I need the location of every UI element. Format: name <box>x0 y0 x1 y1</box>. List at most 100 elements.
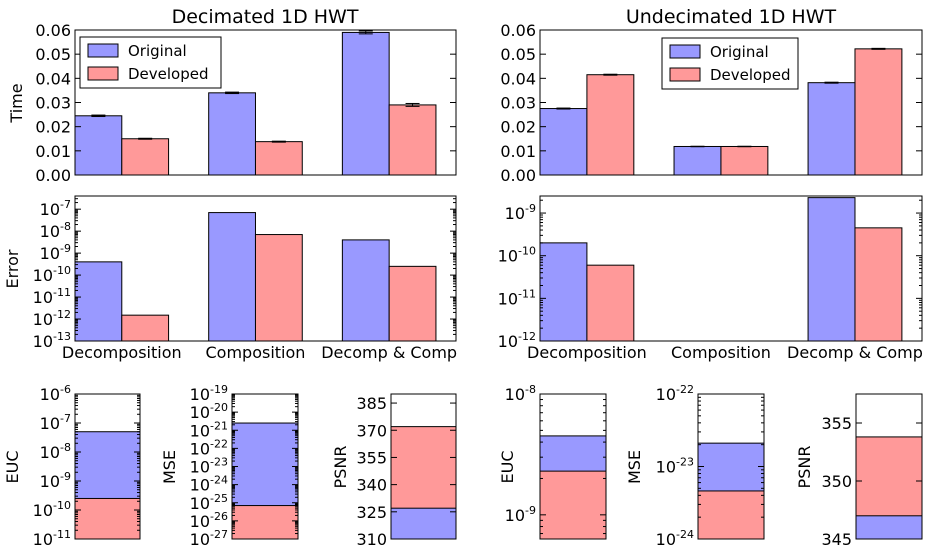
x-tick-label: Decomposition <box>62 343 182 362</box>
bar-original-psnr <box>855 515 923 540</box>
y-tick-label: 10-10 <box>498 245 536 266</box>
panel-undecimated-psnr: PSNR 345 350 355 <box>795 393 923 549</box>
y-tick-label: 10-27 <box>190 528 228 549</box>
y-tick-label: 10-8 <box>40 220 71 241</box>
y-tick-label: 0.05 <box>500 45 536 64</box>
bar-developed-decomposition <box>586 264 635 342</box>
y-tick-label: 10-25 <box>190 492 228 513</box>
chart-title-decimated: Decimated 1D HWT <box>172 6 359 28</box>
ylabel-error: Error <box>3 249 22 288</box>
y-tick-label: 0.01 <box>500 142 536 161</box>
bar-original-decomposition <box>74 115 123 176</box>
bar-developed-decomposition <box>121 314 170 342</box>
bar-developed-decomposition <box>121 138 170 176</box>
bar-original-decomp-comp <box>341 31 390 176</box>
y-tick-label: 0.01 <box>35 142 71 161</box>
y-tick-label: 10-21 <box>190 419 228 440</box>
ylabel-mse: MSE <box>160 450 179 484</box>
y-tick-label: 10-8 <box>40 441 71 462</box>
plot-frame <box>390 393 457 540</box>
ylabel-euc: EUC <box>3 451 22 484</box>
y-tick-label: 10-24 <box>190 474 228 495</box>
y-tick-label: 10-11 <box>33 528 71 549</box>
ylabel-time: Time <box>7 83 26 123</box>
bar-original-decomposition <box>539 108 588 176</box>
plot-frame <box>539 393 607 540</box>
plot-frame <box>855 393 923 540</box>
y-tick-label: 10-20 <box>190 401 228 422</box>
panel-undecimated-euc: EUC 10-9 10-8 <box>498 383 607 540</box>
ylabel-psnr: PSNR <box>795 446 814 489</box>
bar-original-composition <box>208 212 256 342</box>
y-tick-label: 10-7 <box>40 198 71 219</box>
y-tick-label: 325 <box>356 503 387 522</box>
y-tick-label: 10-8 <box>505 383 536 404</box>
legend-swatch-original <box>87 43 119 58</box>
plot-frame <box>74 29 457 176</box>
plot-frame <box>74 393 141 540</box>
y-tick-label: 355 <box>821 414 852 433</box>
bar-developed-decomposition <box>586 74 635 176</box>
bar-developed-decomp-comp <box>854 227 903 342</box>
ylabel-mse: MSE <box>625 450 644 484</box>
y-tick-label: 10-22 <box>656 383 694 404</box>
bar-original-decomposition <box>539 242 588 342</box>
y-tick-label: 10-12 <box>33 308 71 329</box>
y-tick-label: 385 <box>356 394 387 413</box>
legend: Original Developed <box>79 36 222 89</box>
plot-frame <box>74 195 457 342</box>
y-tick-label: 0.06 <box>500 21 536 40</box>
plot-frame <box>697 393 765 540</box>
panel-undecimated-mse: MSE 10-24 10-23 10-22 <box>625 383 765 549</box>
y-tick-label: 10-12 <box>498 330 536 351</box>
y-tick-label: 310 <box>356 530 387 549</box>
ylabel-euc: EUC <box>498 451 517 484</box>
bar-original-decomposition <box>74 261 123 342</box>
legend-label-original: Original <box>128 42 187 60</box>
y-tick-label: 10-23 <box>190 456 228 477</box>
legend-swatch-developed <box>87 66 119 81</box>
x-tick-label: Composition <box>206 343 306 362</box>
panel-undecimated-error: Decomposition Composition Decomp & Comp 10-… <box>498 195 923 362</box>
panel-decimated-mse: MSE 10-2710-2610-2510-2410-2310-2210-211… <box>160 383 299 549</box>
y-tick-label: 10-10 <box>33 264 71 285</box>
x-tick-label: Decomp & Comp <box>787 343 923 362</box>
y-tick-label: 10-9 <box>505 202 536 223</box>
y-tick-label: 10-9 <box>505 504 536 525</box>
y-tick-label: 10-22 <box>190 437 228 458</box>
bar-original-decomp-comp <box>807 82 856 176</box>
bar-developed-mse <box>231 505 299 540</box>
panel-undecimated-time: Undecimated 1D HWT 0.00 0.01 0.02 0.03 0.04 0… <box>500 6 923 185</box>
x-tick-label: Decomposition <box>527 343 647 362</box>
ylabel-psnr: PSNR <box>331 446 350 489</box>
y-tick-label: 10-9 <box>40 242 71 263</box>
legend-label-developed: Developed <box>710 66 791 84</box>
legend-swatch-original <box>669 44 701 59</box>
plot-frame <box>539 195 923 342</box>
y-tick-label: 10-24 <box>656 528 694 549</box>
y-tick-label: 0.05 <box>35 45 71 64</box>
y-tick-label: 0.02 <box>500 118 536 137</box>
y-tick-label: 0.00 <box>500 166 536 185</box>
bar-original-composition <box>673 145 722 176</box>
y-tick-label: 370 <box>356 421 387 440</box>
y-tick-label: 0.04 <box>35 69 71 88</box>
x-tick-label: Composition <box>671 343 771 362</box>
x-tick-label: Decomp & Comp <box>321 343 457 362</box>
panel-decimated-time: Decimated 1D HWT Time 0.00 0.01 0.02 0.03 0.… <box>7 6 457 185</box>
plot-frame <box>231 393 299 540</box>
bar-developed-mse <box>697 490 765 540</box>
y-tick-label: 10-19 <box>190 383 228 404</box>
y-tick-label: 0.02 <box>35 118 71 137</box>
bar-developed-euc <box>539 470 607 540</box>
y-tick-label: 355 <box>356 448 387 467</box>
y-tick-label: 0.03 <box>500 94 536 113</box>
y-tick-label: 10-10 <box>33 499 71 520</box>
bar-developed-composition <box>254 141 303 176</box>
y-tick-label: 10-23 <box>656 456 694 477</box>
legend: Original Developed <box>661 37 799 90</box>
chart-title-undecimated: Undecimated 1D HWT <box>626 6 837 28</box>
bar-developed-decomp-comp <box>388 265 437 342</box>
y-tick-label: 0.00 <box>35 166 71 185</box>
